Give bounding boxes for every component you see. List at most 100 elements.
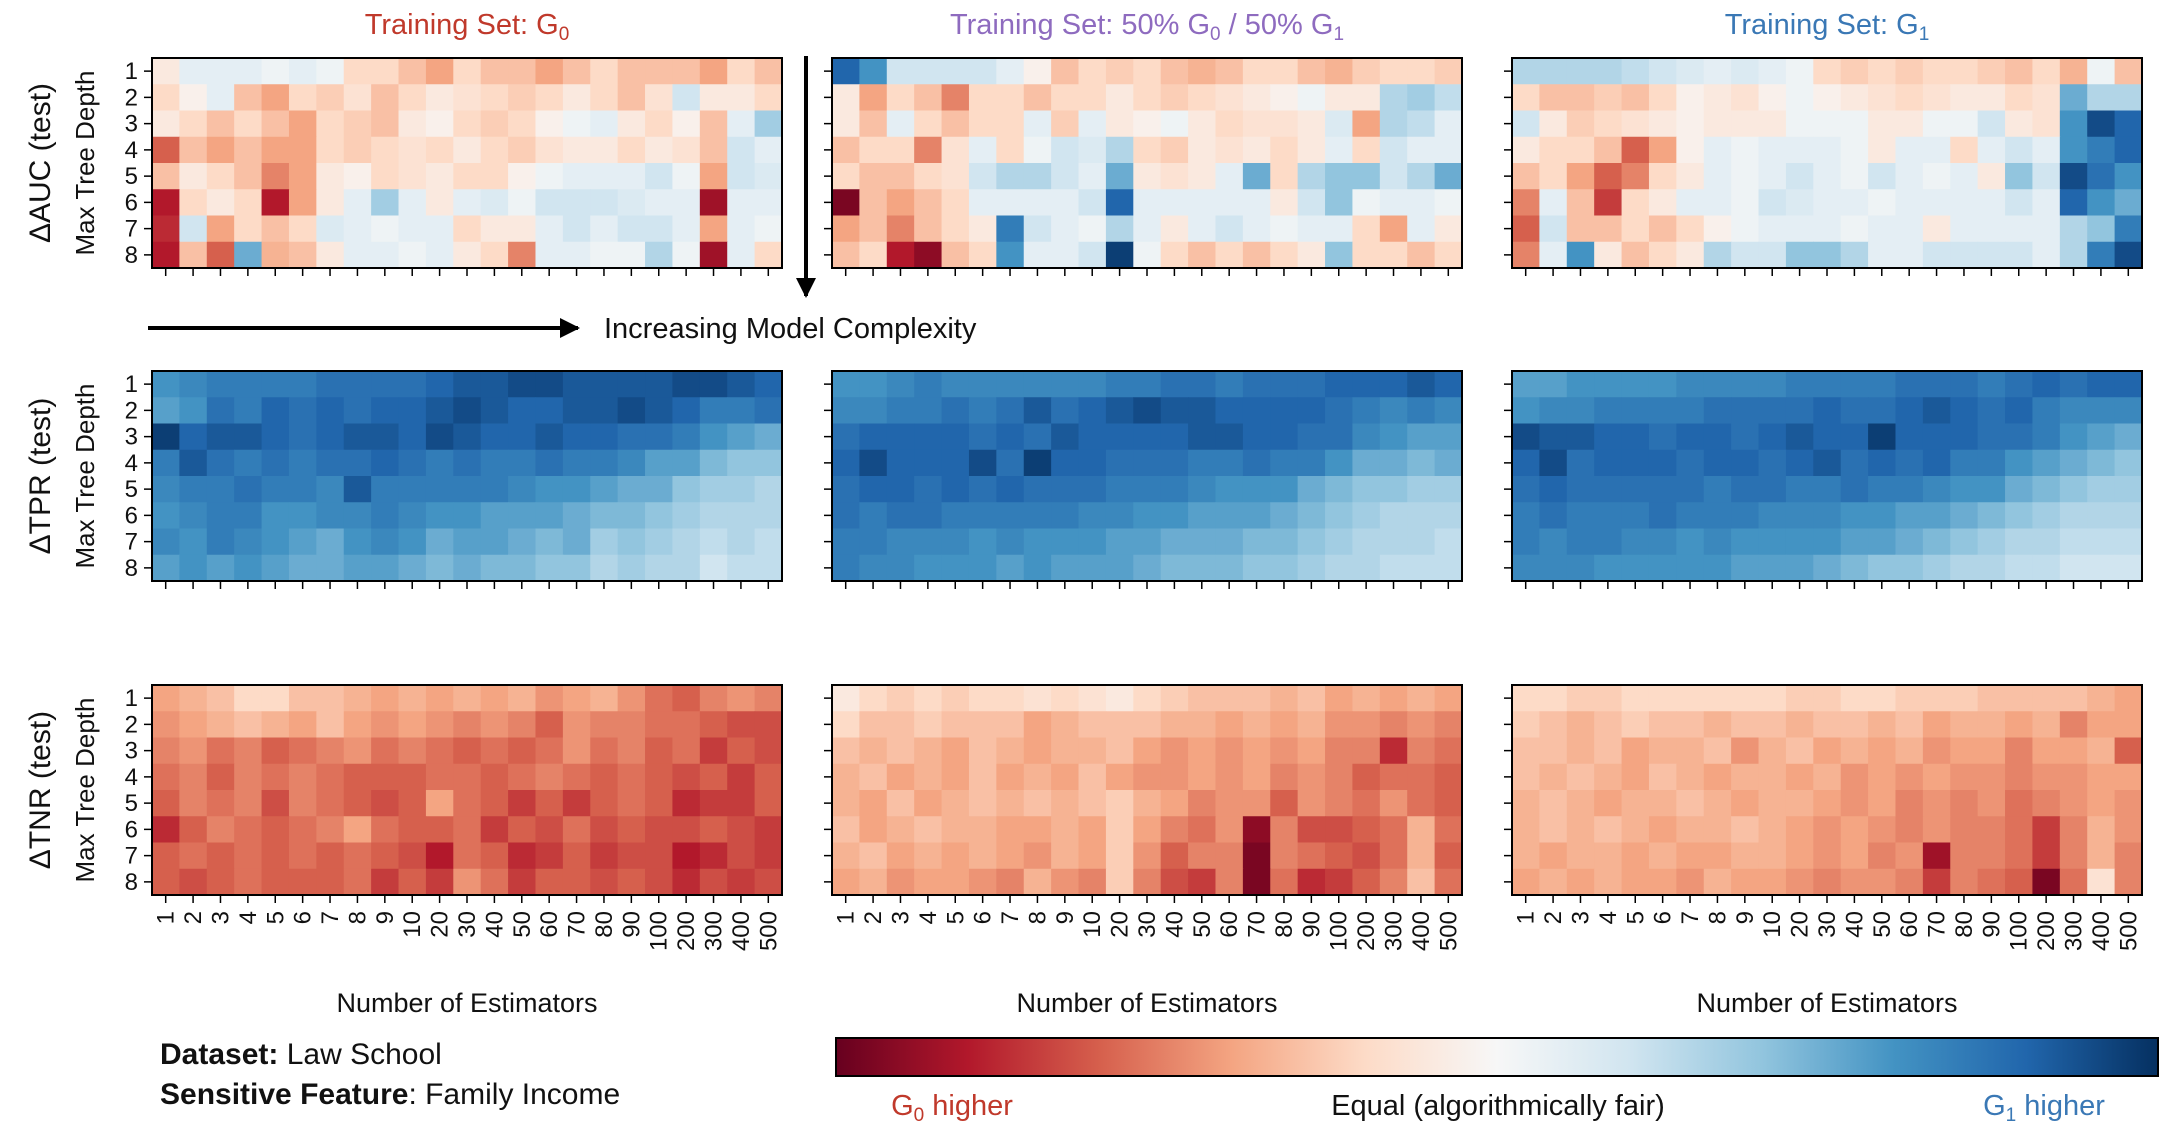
heatmap-cell [2114, 163, 2143, 190]
heatmap-cell [2032, 241, 2061, 269]
heatmap-cell [1188, 842, 1217, 870]
heatmap-cell [1950, 449, 1979, 477]
heatmap-cell [535, 189, 564, 217]
heatmap-cell [996, 449, 1025, 477]
heatmap-cell [1840, 84, 1869, 112]
heatmap-cell [2114, 476, 2143, 503]
heatmap-cell [179, 554, 208, 582]
heatmap-cell [727, 737, 756, 765]
heatmap-cell [1133, 868, 1162, 896]
heatmap-cell [206, 163, 235, 190]
heatmap-cell [398, 371, 427, 398]
heatmap-cell [1922, 502, 1951, 530]
heatmap-cell [1840, 58, 1869, 85]
heatmap-cell [1868, 58, 1897, 85]
heatmap-cell [1758, 84, 1787, 112]
heatmap-cell [1621, 763, 1650, 791]
heatmap-cell [1270, 737, 1299, 765]
heatmap-cell [1051, 449, 1080, 477]
heatmap-cell [1648, 790, 1677, 817]
heatmap-cell [1731, 711, 1760, 739]
heatmap-cell [562, 136, 591, 164]
heatmap-cell [1868, 241, 1897, 269]
heatmap-cell [1160, 763, 1189, 791]
heatmap-cell [288, 868, 317, 896]
heatmap-cell [206, 476, 235, 503]
heatmap-cell [1023, 476, 1052, 503]
heatmap-cell [1895, 502, 1924, 530]
heatmap-cell [1566, 215, 1595, 243]
heatmap-cell [886, 502, 915, 530]
heatmap-cell [1621, 790, 1650, 817]
heatmap-cell [645, 790, 674, 817]
heatmap-cell [1242, 816, 1271, 844]
heatmap-cell [1758, 136, 1787, 164]
heatmap-cell [1539, 241, 1568, 269]
heatmap-cell [672, 58, 701, 85]
heatmap-cell [1922, 554, 1951, 582]
heatmap-cell [1188, 763, 1217, 791]
y-tick-label: 2 [125, 711, 138, 738]
heatmap-cell [1731, 241, 1760, 269]
heatmap-cell [1379, 189, 1408, 217]
heatmap-cell [1648, 868, 1677, 896]
heatmap-cell [261, 790, 290, 817]
heatmap-cell [1950, 163, 1979, 190]
heatmap-cell [1648, 371, 1677, 398]
heatmap-cell [480, 685, 509, 712]
heatmap-cell [1977, 215, 2006, 243]
sensitive-feature-value: : Family Income [408, 1078, 621, 1111]
heatmap-cell [1840, 816, 1869, 844]
y-tick-label: 4 [125, 137, 138, 164]
heatmap-cell [1188, 790, 1217, 817]
heatmap-cell [1105, 58, 1134, 85]
x-tick-label: 70 [1924, 911, 1951, 938]
heatmap-cell [590, 763, 619, 791]
heatmap-cell [941, 790, 970, 817]
heatmap-cell [1078, 423, 1107, 451]
heatmap-cell [1297, 685, 1326, 712]
heatmap-cell [179, 136, 208, 164]
heatmap-cell [996, 136, 1025, 164]
dataset-value: Law School [286, 1038, 442, 1071]
heatmap-cell [1297, 423, 1326, 451]
heatmap-cell [288, 84, 317, 112]
x-axis-labels: Number of Estimators Number of Estimators… [336, 988, 1957, 1018]
heatmap-cell [480, 136, 509, 164]
heatmap-cell [1950, 84, 1979, 112]
heatmap-cell [2032, 84, 2061, 112]
heatmap-cell [1379, 790, 1408, 817]
heatmap-cell [754, 763, 783, 791]
heatmap-cell [968, 816, 997, 844]
heatmap-cell [1977, 842, 2006, 870]
heatmap-cell [1379, 241, 1408, 269]
y-tick-label: 6 [125, 189, 138, 216]
heatmap-cell [1188, 868, 1217, 896]
heatmap-cell [1051, 215, 1080, 243]
x-tick-label: 200 [2033, 911, 2060, 951]
heatmap-cell [699, 84, 728, 112]
heatmap-cell [1977, 241, 2006, 269]
heatmap-cell [941, 528, 970, 556]
heatmap-cell [1648, 816, 1677, 844]
heatmap-cell [1023, 790, 1052, 817]
heatmap-cell [1648, 397, 1677, 425]
heatmap-cell [1407, 554, 1436, 582]
heatmap-cell [996, 816, 1025, 844]
heatmap-cell [941, 397, 970, 425]
heatmap-cell [996, 868, 1025, 896]
heatmap-cell [1215, 528, 1244, 556]
heatmap-cell [886, 189, 915, 217]
heatmap-cell [1840, 476, 1869, 503]
heatmap-panel [824, 57, 1463, 276]
heatmap-cell [2032, 737, 2061, 765]
heatmap-cell [914, 711, 943, 739]
heatmap-cell [152, 502, 180, 530]
heatmap-cell [672, 163, 701, 190]
heatmap-cell [886, 215, 915, 243]
heatmap-cell [234, 110, 263, 138]
x-tick-label: 30 [1814, 911, 1841, 938]
heatmap-cell [1297, 528, 1326, 556]
heatmap-cell [590, 685, 619, 712]
heatmap-cell [1922, 449, 1951, 477]
